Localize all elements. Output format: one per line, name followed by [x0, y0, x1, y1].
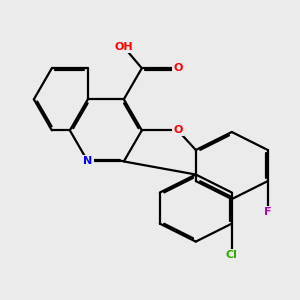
Text: O: O	[173, 63, 182, 73]
Text: OH: OH	[115, 42, 133, 52]
Text: Cl: Cl	[226, 250, 238, 260]
Text: N: N	[83, 157, 92, 166]
Text: F: F	[264, 207, 272, 217]
Text: O: O	[173, 125, 182, 135]
